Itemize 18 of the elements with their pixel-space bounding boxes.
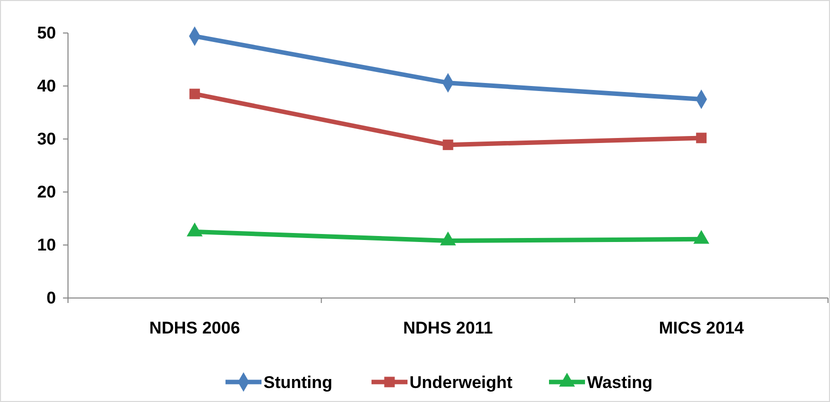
point [696,132,707,144]
y-tick-label: 50 [37,23,56,42]
point [186,222,203,236]
y-tick-label: 30 [37,129,56,148]
point [442,140,454,150]
legend-label: Underweight [410,372,513,392]
x-tick-label: MICS 2014 [658,318,744,338]
point [693,230,710,244]
legend-label: Stunting [264,372,332,392]
point [440,232,456,246]
y-tick-label: 40 [37,76,56,96]
y-tick-label: 0 [46,288,56,308]
y-tick-label: 20 [37,182,56,202]
x-tick-label: NDHS 2006 [149,318,240,338]
y-tick-label: 10 [37,235,56,254]
legend-label: Wasting [587,372,652,392]
point [189,88,200,100]
x-tick-label: NDHS 2011 [403,318,493,338]
